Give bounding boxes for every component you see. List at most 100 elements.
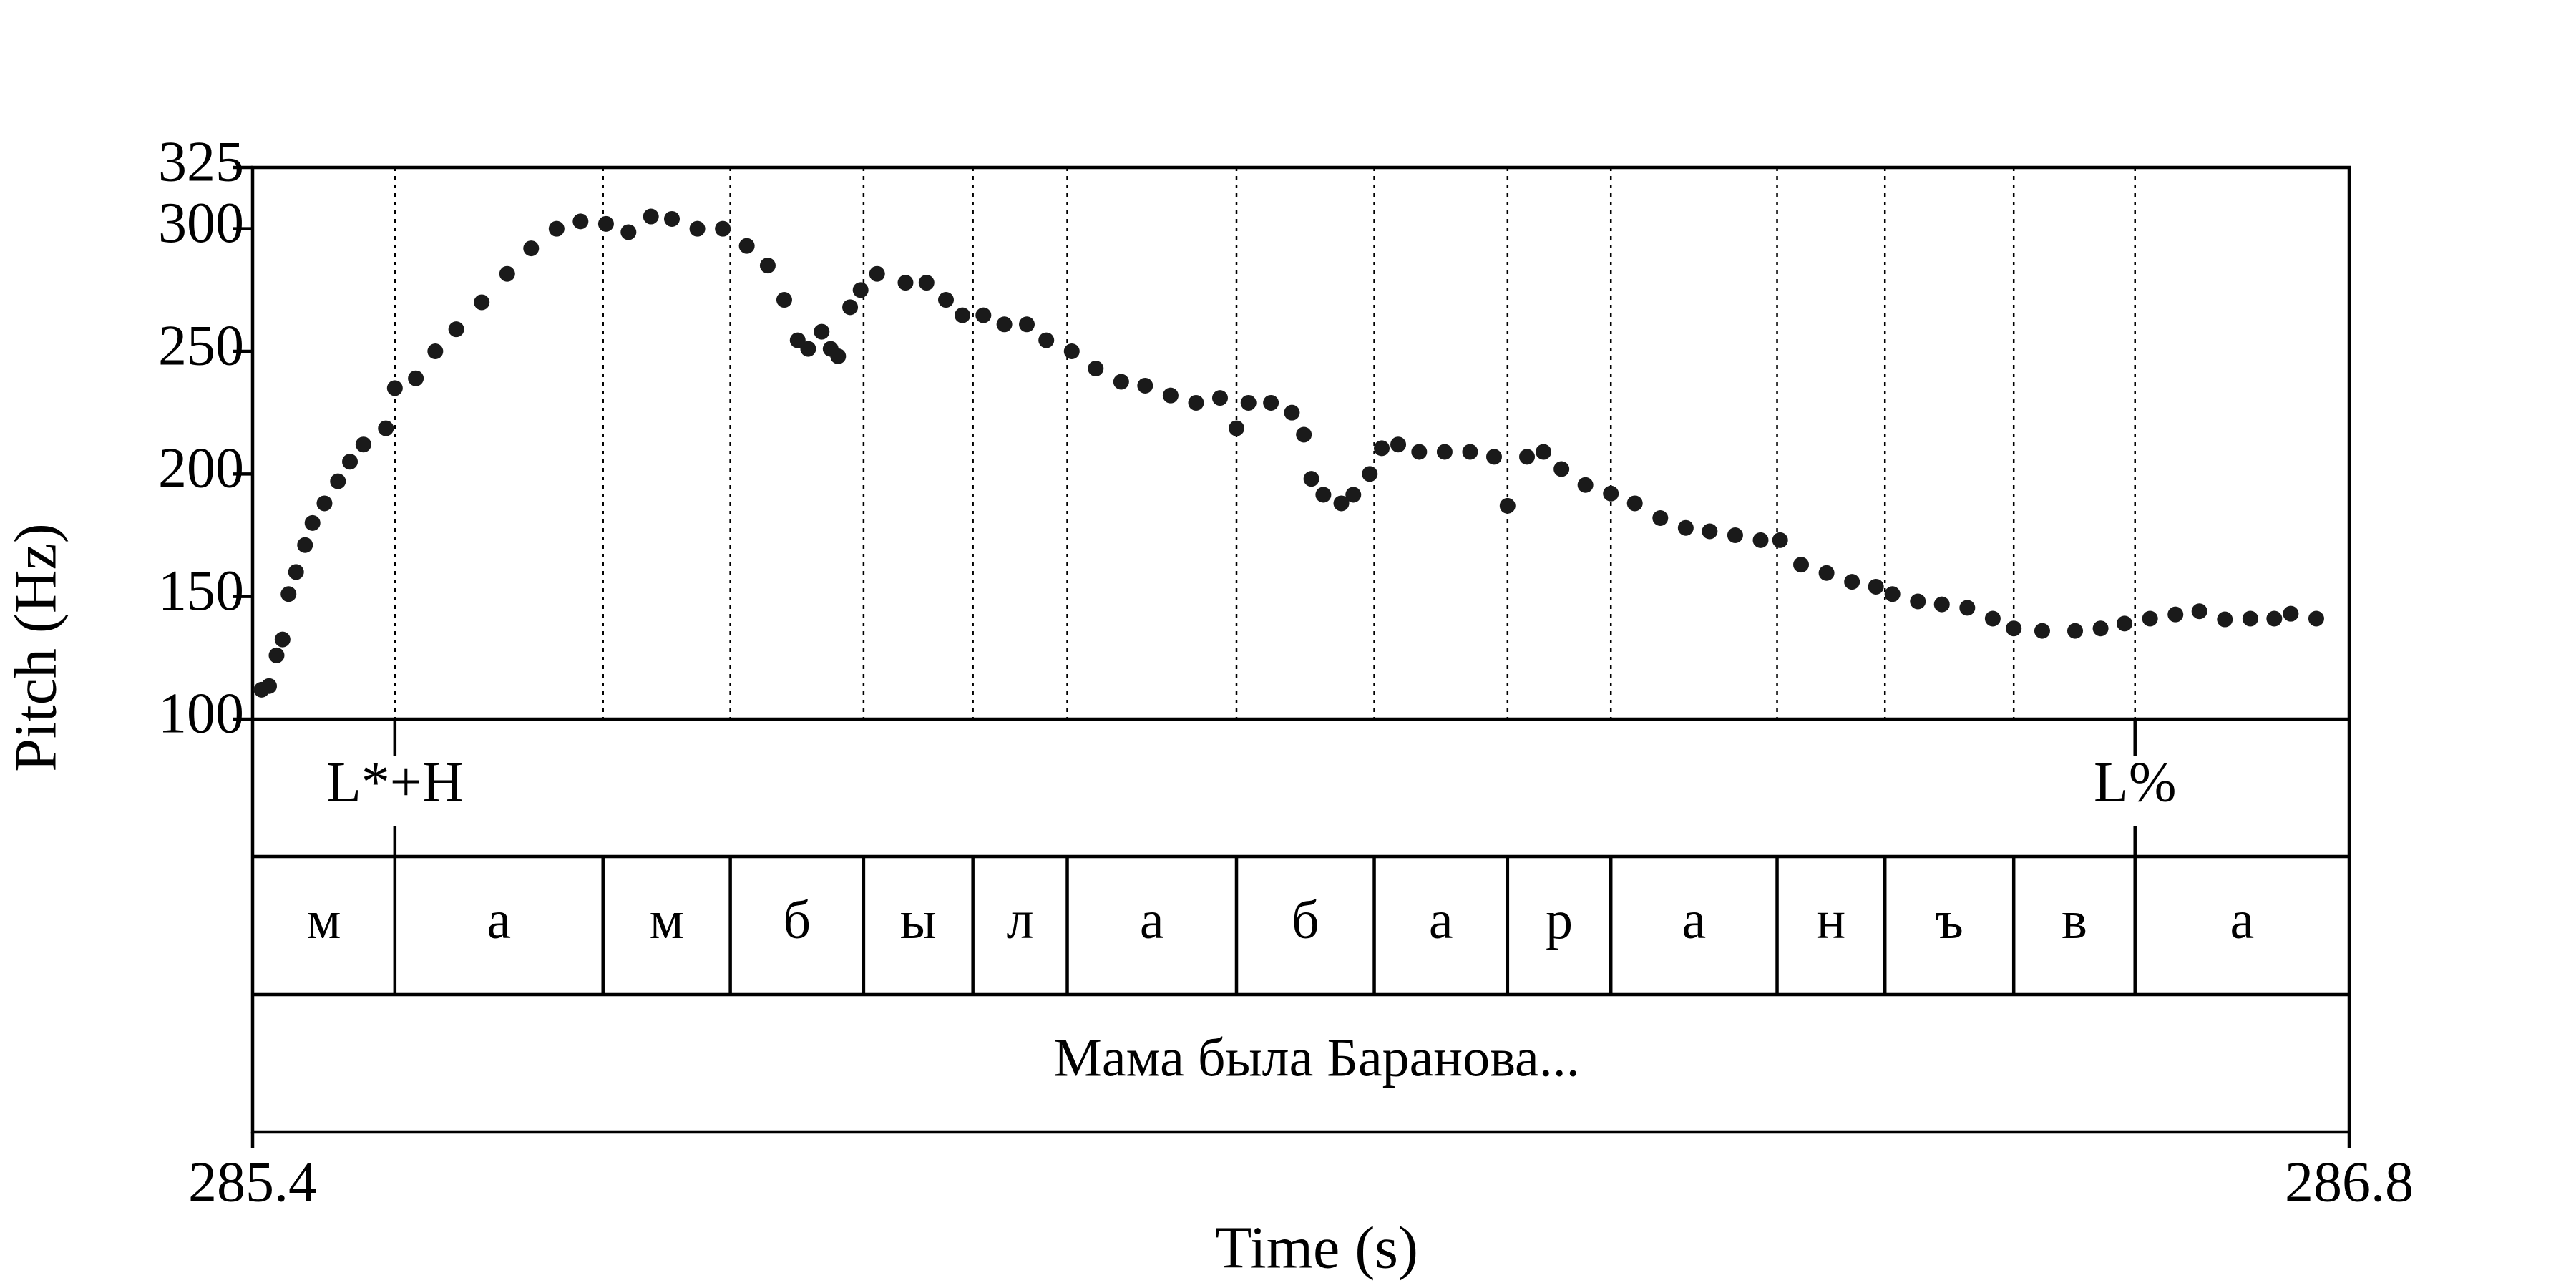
pitch-point (955, 307, 971, 323)
pitch-point (1303, 471, 1319, 487)
segment-label: ы (900, 890, 937, 950)
pitch-point (996, 316, 1013, 333)
pitch-point (330, 473, 346, 489)
pitch-point (1626, 495, 1643, 512)
segment-label: а (1682, 890, 1707, 950)
y-tick-label: 250 (158, 314, 244, 377)
pitch-point (759, 258, 776, 274)
pitch-point (1984, 610, 2001, 627)
pitch-point (378, 420, 394, 436)
y-tick-label: 150 (158, 560, 244, 623)
pitch-point (789, 332, 806, 348)
pitch-point (1411, 444, 1428, 460)
pitch-point (1296, 426, 1312, 443)
tone-label: L*+H (326, 751, 464, 814)
pitch-point (1211, 390, 1228, 406)
pitch-point (288, 564, 304, 580)
pitch-point (1229, 420, 1245, 436)
pitch-point (523, 240, 540, 257)
pitch-point (297, 537, 313, 553)
pitch-point (304, 514, 321, 531)
pitch-point (842, 299, 859, 316)
pitch-point (268, 647, 285, 663)
pitch-point (1137, 377, 1153, 394)
pitch-point (689, 220, 706, 237)
pitch-point (261, 678, 278, 694)
pitch-point (1284, 404, 1300, 421)
pitch-point (548, 220, 565, 237)
pitch-point (1772, 532, 1788, 548)
segment-label: ъ (1936, 890, 1963, 950)
y-tick-label: 200 (158, 437, 244, 500)
pitch-point (1702, 523, 1718, 540)
pitch-point (2308, 610, 2324, 627)
pitch-point (1315, 487, 1332, 503)
pitch-point (1652, 510, 1669, 527)
y-tick-label: 300 (158, 192, 244, 255)
segment-label: м (650, 890, 684, 950)
pitch-point (1553, 461, 1570, 477)
pitch-point (852, 282, 869, 298)
pitch-point (1727, 527, 1743, 543)
pitch-point (1462, 444, 1478, 460)
pitch-point (1374, 440, 1390, 457)
pitch-point (355, 436, 371, 453)
pitch-point (2283, 605, 2299, 622)
pitch-point (1038, 332, 1055, 348)
tone-label: L% (2094, 751, 2177, 814)
segment-label: р (1546, 890, 1573, 950)
pitch-point (2117, 615, 2133, 632)
pitch-point (1884, 586, 1901, 602)
pitch-point (274, 631, 291, 648)
pitch-point (2142, 610, 2158, 627)
pitch-point (1485, 449, 1502, 465)
pitch-point (408, 370, 424, 386)
segment-label: а (2230, 890, 2254, 950)
pitch-point (1188, 394, 1204, 411)
pitch-point (2191, 603, 2207, 620)
pitch-point (800, 341, 816, 357)
pitch-point (499, 265, 515, 282)
pitch-point (1263, 394, 1279, 411)
pitch-point (2034, 623, 2050, 639)
segment-label: а (1429, 890, 1453, 950)
segment-label: а (487, 890, 511, 950)
pitch-point (1499, 497, 1516, 514)
pitch-point (1868, 578, 1884, 595)
pitch-point (2242, 610, 2258, 627)
x-tick-label: 285.4 (188, 1151, 317, 1214)
pitch-point (316, 495, 333, 512)
pitch-point (1240, 394, 1257, 411)
pitch-point (869, 265, 885, 282)
pitch-point (643, 208, 659, 225)
pitch-point (1362, 466, 1378, 482)
pitch-point (2266, 610, 2283, 627)
pitch-point (1162, 387, 1179, 404)
text-tier-label: Мама была Баранова... (1053, 1028, 1579, 1088)
x-axis-label: Time (s) (1215, 1214, 1418, 1281)
pitch-point (1677, 519, 1694, 536)
pitch-point (1333, 495, 1350, 512)
plot-frame (250, 165, 2351, 1134)
pitch-point (620, 224, 637, 240)
pitch-point (738, 238, 755, 254)
pitch-point (937, 292, 954, 308)
y-axis-label: Pitch (Hz) (2, 523, 69, 772)
pitch-point (2167, 606, 2184, 623)
pitch-point (776, 292, 792, 308)
pitch-point (1063, 343, 1080, 359)
pitch-point (1390, 436, 1407, 453)
pitch-point (1793, 557, 1810, 573)
pitch-point (1933, 596, 1950, 613)
pitch-point (572, 213, 589, 230)
pitch-point (1910, 593, 1926, 610)
x-tick-label: 286.8 (2285, 1151, 2414, 1214)
pitch-point (1959, 600, 1976, 616)
pitch-point (448, 321, 464, 338)
pitch-point (1345, 487, 1362, 503)
pitch-point (1603, 485, 1619, 502)
pitch-point (280, 586, 297, 602)
pitch-point (2217, 611, 2233, 628)
